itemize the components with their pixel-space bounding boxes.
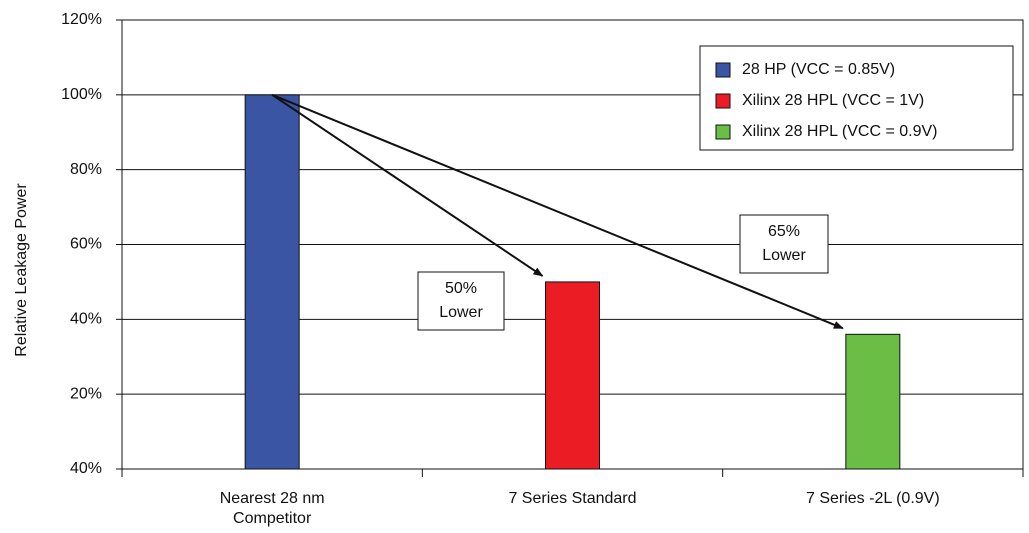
legend-swatch <box>715 62 731 78</box>
y-tick-label: 60% <box>70 236 102 253</box>
annotation-text: 50% <box>445 280 477 297</box>
arrow <box>271 93 844 330</box>
annotation-box <box>417 271 505 331</box>
annotation-box <box>739 214 829 274</box>
annotation-text: Lower <box>439 304 483 321</box>
annotation-text: 65% <box>768 223 800 240</box>
x-tick-label: 7 Series Standard <box>508 490 636 507</box>
y-tick-label: 100% <box>61 86 102 103</box>
bar <box>244 94 300 470</box>
x-tick-label: 7 Series -2L (0.9V) <box>806 490 940 507</box>
legend-label: Xilinx 28 HPL (VCC = 1V) <box>742 92 924 109</box>
legend-box <box>699 45 1014 151</box>
legend-swatch <box>715 124 731 140</box>
legend-swatch <box>715 93 731 109</box>
y-tick-label: 120% <box>61 11 102 28</box>
y-tick-label: 20% <box>70 385 102 402</box>
y-tick-label: 40% <box>70 460 102 477</box>
x-tick-label: Nearest 28 nm <box>220 490 325 507</box>
x-tick-label: Competitor <box>233 510 312 527</box>
annotation-text: Lower <box>762 247 806 264</box>
legend-label: Xilinx 28 HPL (VCC = 0.9V) <box>742 123 937 140</box>
y-axis-label: Relative Leakage Power <box>13 183 30 357</box>
bar <box>845 333 901 470</box>
y-tick-label: 40% <box>70 311 102 328</box>
y-tick-label: 80% <box>70 161 102 178</box>
arrow <box>271 94 544 277</box>
bar <box>545 281 600 470</box>
legend-label: 28 HP (VCC = 0.85V) <box>742 61 895 78</box>
